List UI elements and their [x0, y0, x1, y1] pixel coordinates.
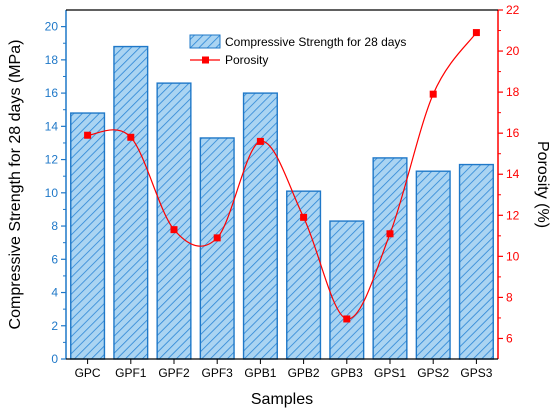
x-tick-label: GPB3	[331, 366, 363, 380]
porosity-line	[87, 32, 477, 320]
y-tick-label: 2	[51, 319, 58, 333]
bar-gps1	[372, 157, 408, 360]
y-axis-title: Compressive Strength for 28 days (MPa)	[7, 40, 24, 330]
bar-gpf3	[199, 137, 235, 360]
legend-swatch-strength	[189, 34, 221, 49]
porosity-point-gpb2	[300, 213, 308, 221]
porosity-point-gpc	[84, 131, 92, 139]
porosity-line-layer	[84, 29, 480, 323]
x-tick-label: GPS2	[417, 366, 449, 380]
y2-tick-label: 20	[506, 44, 520, 58]
porosity-point-gpf1	[127, 133, 135, 141]
y-tick-label: 12	[45, 153, 59, 167]
legend-label-porosity: Porosity	[225, 53, 268, 67]
y-tick-label: 10	[45, 186, 59, 200]
porosity-point-gpb3	[343, 315, 351, 323]
porosity-point-gpb1	[256, 137, 264, 145]
bar-gpc	[70, 112, 106, 360]
bar-gpf2	[156, 82, 192, 360]
y-tick-label: 8	[51, 219, 58, 233]
bar-gpb3	[329, 220, 365, 360]
axes-layer: 0 2 4 6 8 10 12 14 16 18 20 6 8 10 12 14 16 18 20 22 GPC GPF1…	[7, 3, 550, 408]
y2-tick-label: 18	[506, 85, 520, 99]
y-tick-label: 0	[51, 352, 58, 366]
porosity-point-gpf3	[213, 234, 221, 242]
porosity-point-gps2	[429, 90, 437, 98]
y2-axis-title: Porosity (%)	[534, 141, 550, 228]
x-tick-label: GPB1	[244, 366, 276, 380]
y-tick-label: 6	[51, 252, 58, 266]
y2-tick-label: 10	[506, 249, 520, 263]
y-tick-label: 4	[51, 286, 58, 300]
y-tick-label: 16	[45, 86, 59, 100]
y2-tick-label: 16	[506, 126, 520, 140]
x-axis-title: Samples	[251, 391, 313, 408]
x-tick-label: GPF1	[115, 366, 147, 380]
bar-gpf1	[113, 45, 149, 360]
x-tick-label: GPF3	[202, 366, 234, 380]
y2-tick-label: 8	[506, 290, 513, 304]
legend-swatch-porosity-marker	[202, 56, 209, 64]
bar-gps3	[458, 163, 494, 360]
bar-gps2	[415, 170, 451, 360]
y-tick-label: 20	[45, 20, 59, 34]
y-tick-label: 18	[45, 53, 59, 67]
y-tick-label: 14	[45, 119, 59, 133]
y2-tick-label: 6	[506, 331, 513, 345]
porosity-point-gps3	[472, 29, 480, 37]
y2-tick-label: 22	[506, 3, 520, 17]
porosity-point-gps1	[386, 230, 394, 238]
x-tick-label: GPS1	[374, 366, 406, 380]
y2-tick-label: 14	[506, 167, 520, 181]
x-tick-label: GPC	[75, 366, 101, 380]
y2-tick-label: 12	[506, 208, 520, 222]
porosity-point-gpf2	[170, 226, 178, 234]
x-tick-label: GPB2	[288, 366, 320, 380]
x-tick-label: GPS3	[460, 366, 492, 380]
legend-label-strength: Compressive Strength for 28 days	[225, 35, 406, 49]
legend: Compressive Strength for 28 days Porosity	[189, 34, 406, 67]
bar-gpb1	[242, 92, 278, 360]
x-tick-label: GPF2	[158, 366, 190, 380]
